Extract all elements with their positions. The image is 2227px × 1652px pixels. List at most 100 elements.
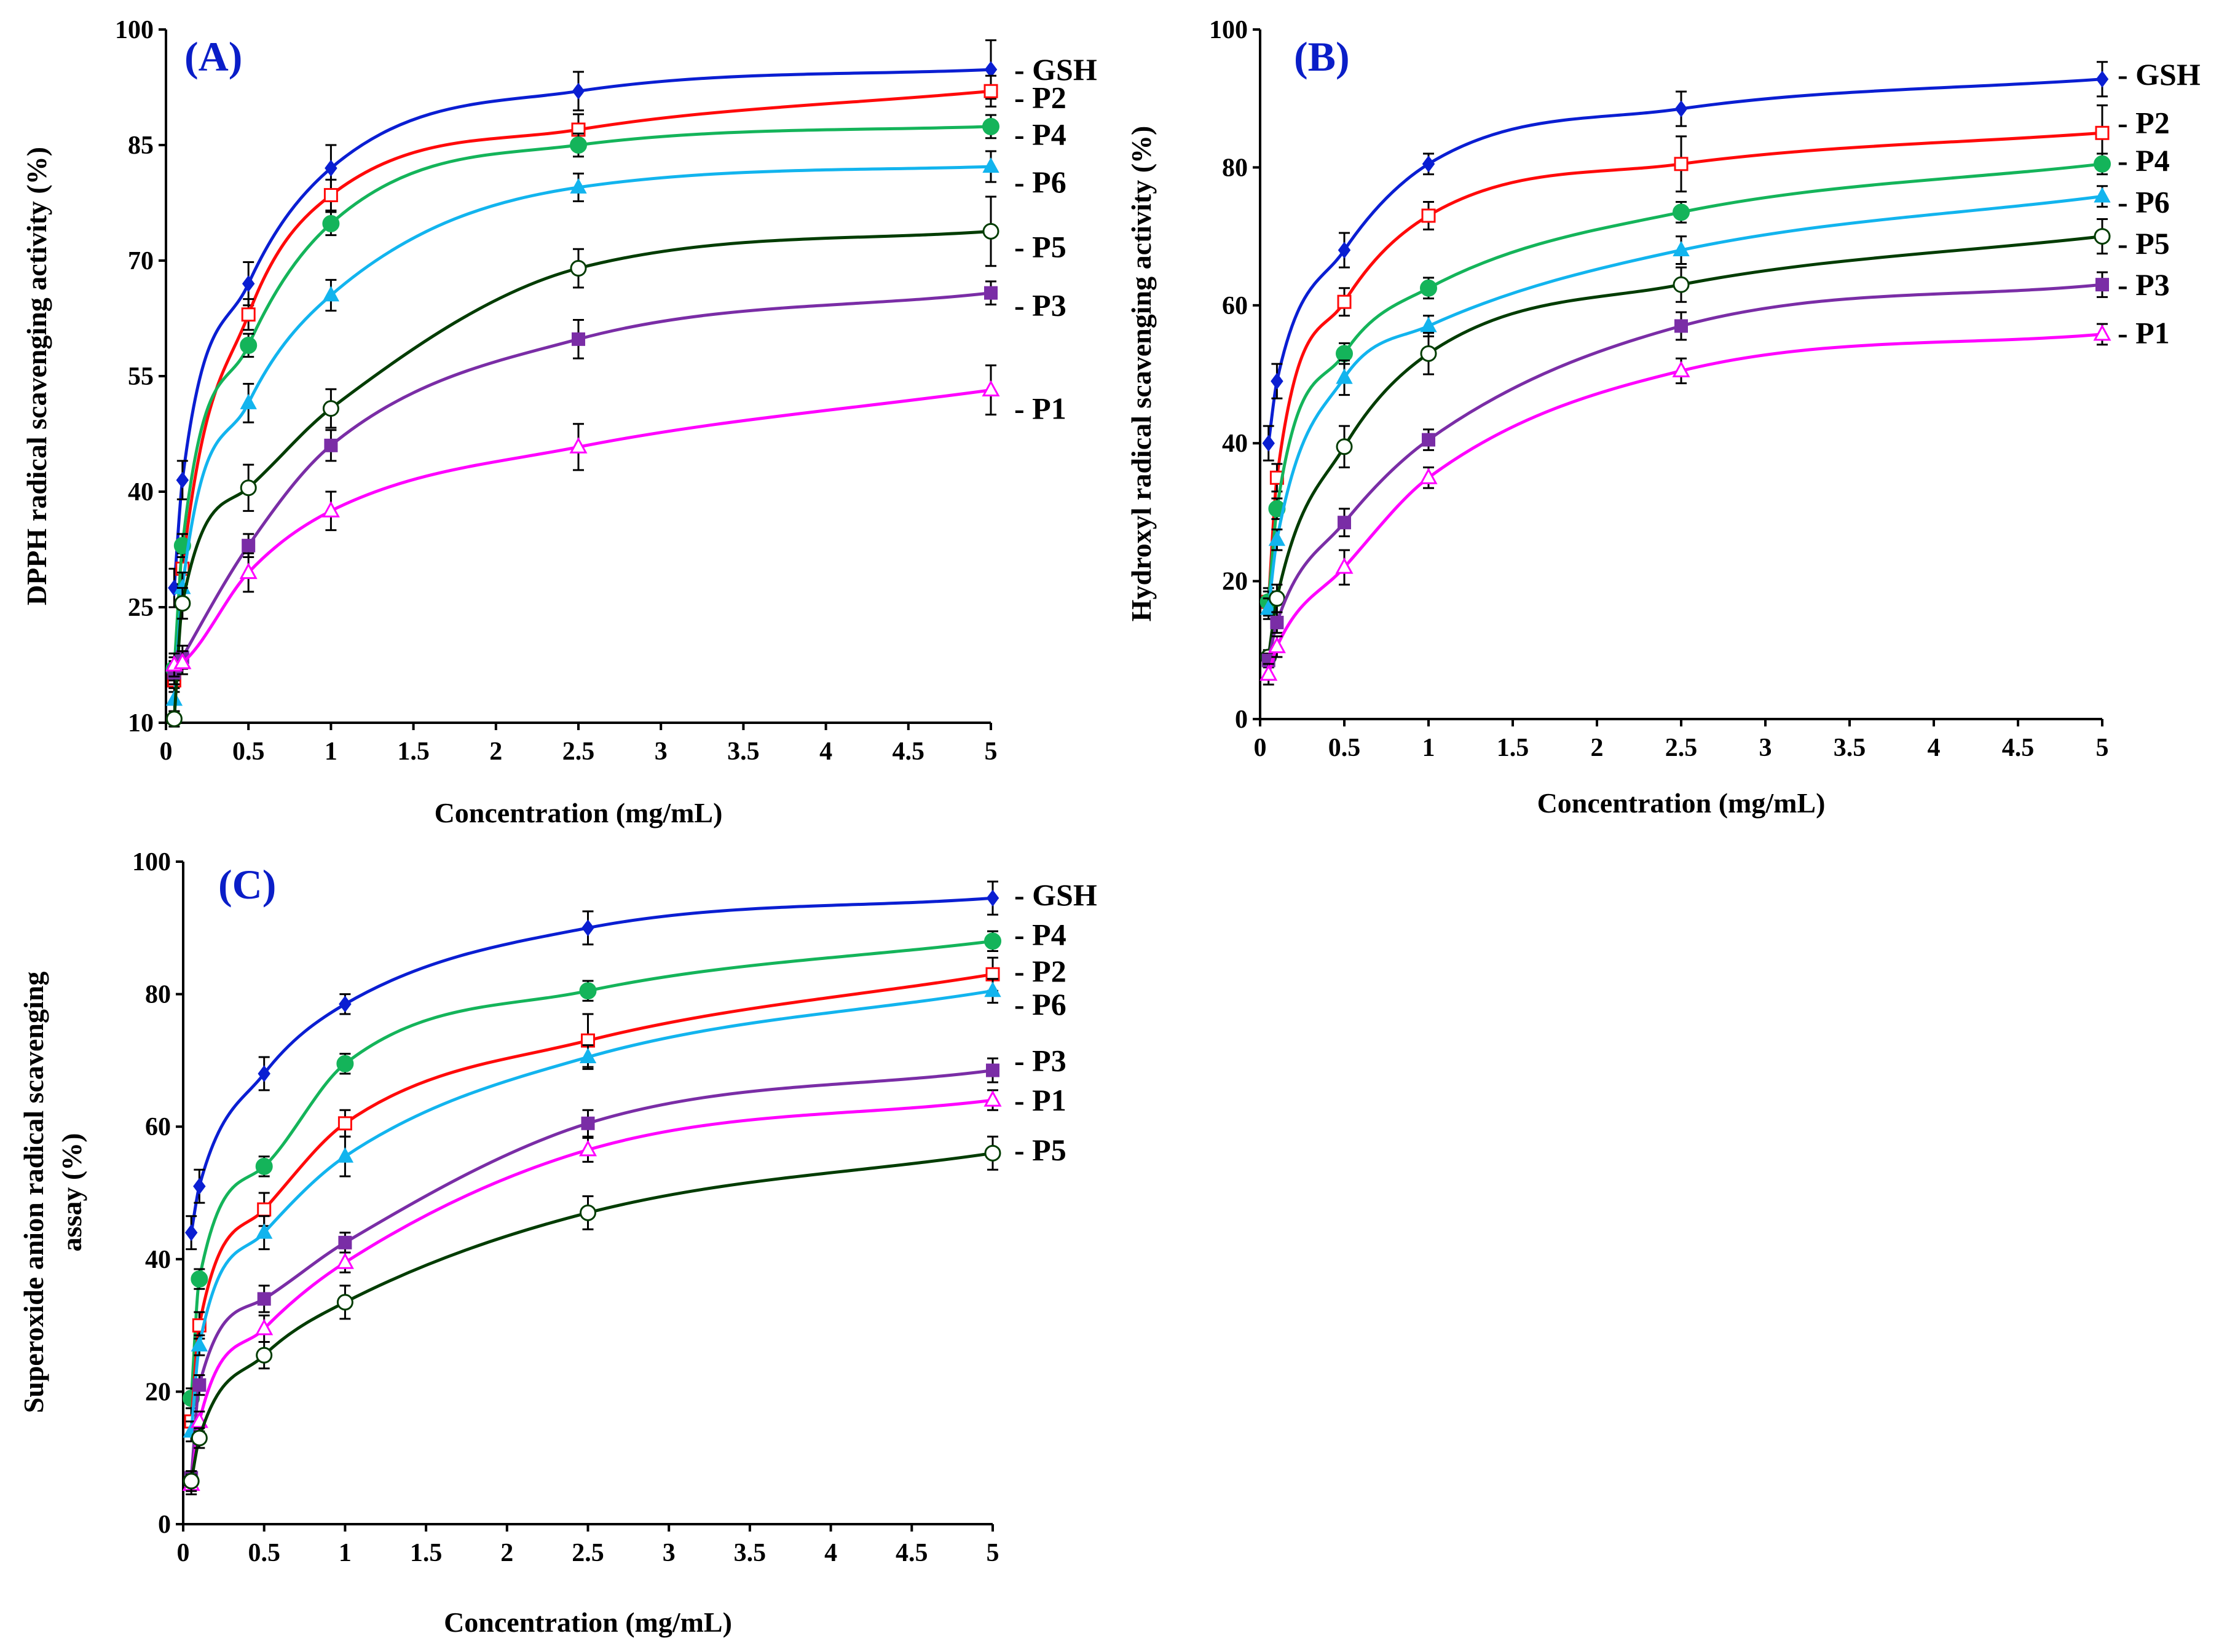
legend-label-p4: - P4 [2118, 143, 2170, 178]
data-point-p4 [336, 1055, 354, 1072]
x-tick-label: 3.5 [1834, 734, 1866, 762]
data-point-p4 [984, 932, 1001, 950]
y-tick-label: 100 [1209, 16, 1248, 44]
y-tick-label: 100 [132, 848, 171, 876]
data-point-p6 [191, 1335, 208, 1351]
data-point-gsh [986, 889, 999, 907]
legend-label-p6: - P6 [1014, 987, 1066, 1021]
data-point-p2 [257, 1202, 272, 1217]
data-point-p3 [581, 1116, 595, 1130]
data-point-p5 [1268, 590, 1285, 607]
data-point-p3 [192, 1378, 207, 1392]
data-point-p1 [569, 437, 588, 454]
data-point-p4 [240, 336, 258, 354]
data-point-p1 [983, 1090, 1002, 1107]
series-p6: - P6 [165, 150, 1066, 712]
series-p4: - P4 [1259, 143, 2170, 613]
data-point-gsh [1422, 155, 1435, 173]
x-tick-label: 3.5 [734, 1539, 767, 1567]
legend-label-p2: - P2 [2118, 105, 2170, 140]
y-axis-title: Hydroxyl radical scavenging activity (%) [1125, 126, 1157, 622]
data-point-p3 [1338, 516, 1351, 530]
legend-label-gsh: - GSH [1014, 878, 1097, 912]
x-tick-label: 0 [177, 1539, 190, 1567]
x-tick-label: 1.5 [1497, 734, 1529, 762]
x-tick-label: 4 [819, 738, 832, 766]
data-point-gsh [339, 996, 352, 1013]
y-tick-label: 20 [145, 1378, 171, 1406]
data-point-p3 [986, 1063, 999, 1077]
x-tick-label: 2 [1591, 734, 1604, 762]
series-line-p1 [173, 388, 991, 667]
data-point-p6 [256, 1223, 273, 1239]
data-point-gsh [184, 1224, 198, 1241]
data-point-p5 [580, 1204, 596, 1221]
data-point-p3 [572, 332, 585, 346]
data-point-p6 [2094, 187, 2111, 203]
data-point-p6 [1336, 368, 1353, 384]
data-point-gsh [242, 275, 255, 293]
data-point-p1 [336, 1253, 354, 1269]
legend-label-p1: - P1 [1014, 1083, 1066, 1117]
series-line-gsh [1267, 77, 2103, 444]
x-tick-label: 2 [500, 1539, 513, 1567]
data-point-p2 [1674, 157, 1689, 171]
data-point-p4 [1336, 345, 1353, 363]
y-tick-label: 10 [128, 709, 154, 738]
series-p3: - P3 [184, 1043, 1066, 1485]
data-point-p2 [2095, 125, 2110, 140]
series-p5: - P5 [165, 195, 1066, 728]
series-line-p4 [172, 125, 991, 669]
series-p5: - P5 [1260, 218, 2170, 666]
data-point-p4 [1420, 279, 1437, 297]
panel-b: 0 20 40 60 80 100 0 0.5 1 1.5 2 2.5 3 3.5 4 4.5 5 Concent… [1125, 16, 2201, 819]
data-point-p5 [1673, 276, 1690, 293]
data-point-p3 [338, 1235, 352, 1249]
data-point-gsh [984, 61, 998, 78]
x-axis-title: Concentration (mg/mL) [444, 1607, 732, 1638]
legend-label-p3: - P3 [2118, 267, 2170, 302]
series-line-p2 [172, 89, 991, 681]
series-p1: - P1 [1259, 316, 2170, 686]
legend-label-p6: - P6 [1014, 165, 1066, 199]
series-line-p1 [1267, 332, 2103, 675]
series-line-gsh [189, 896, 993, 1233]
data-point-p2 [241, 307, 256, 322]
x-tick-label: 2 [489, 738, 502, 766]
series-line-p3 [1267, 283, 2103, 661]
x-tick-label: 1 [339, 1539, 352, 1567]
data-point-gsh [258, 1065, 270, 1082]
data-point-p2 [1337, 294, 1352, 309]
data-point-p6 [1420, 317, 1437, 332]
data-point-p1 [1259, 664, 1278, 681]
data-point-p6 [579, 1047, 597, 1064]
data-point-gsh [2095, 71, 2109, 88]
y-tick-label: 25 [128, 594, 154, 622]
panel-label: (C) [218, 861, 276, 908]
data-point-p1 [1672, 361, 1690, 377]
data-point-p2 [337, 1116, 352, 1131]
data-point-gsh [1674, 100, 1688, 117]
data-point-p6 [1260, 599, 1277, 615]
data-point-p5 [1420, 345, 1437, 362]
x-tick-label: 3 [1759, 734, 1772, 762]
data-point-p3 [1674, 319, 1688, 333]
y-tick-label: 40 [145, 1246, 171, 1274]
series-line-p5 [1267, 235, 2103, 658]
y-tick-label: 0 [158, 1511, 171, 1539]
y-axis-title: DPPH radical scavenging activity (%) [21, 147, 52, 605]
series-p3: - P3 [1261, 267, 2170, 669]
data-point-p6 [984, 981, 1001, 997]
panel-label: (A) [184, 33, 242, 80]
data-point-p6 [1673, 240, 1690, 257]
x-tick-label: 5 [2096, 734, 2109, 762]
legend-label-gsh: - GSH [2118, 57, 2201, 92]
series-line-p3 [189, 1069, 993, 1478]
data-point-p5 [336, 1294, 353, 1311]
series-line-p6 [1267, 195, 2103, 609]
series-p6: - P6 [183, 978, 1066, 1442]
data-point-p3 [2095, 278, 2109, 292]
series-line-p6 [172, 165, 991, 700]
data-point-p3 [1422, 433, 1435, 447]
